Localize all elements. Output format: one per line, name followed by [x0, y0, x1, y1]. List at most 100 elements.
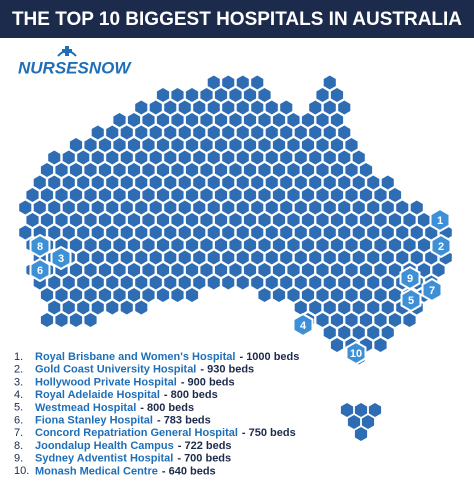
map-hex	[410, 225, 423, 240]
map-hex	[120, 175, 133, 190]
map-hex	[432, 263, 445, 277]
map-hex	[178, 200, 191, 215]
map-hex	[316, 138, 329, 152]
map-hex	[149, 150, 162, 165]
map-hex	[367, 250, 380, 265]
map-hex	[214, 163, 228, 177]
map-hex	[236, 150, 249, 165]
map-hex	[236, 125, 249, 140]
map-hex	[330, 338, 344, 352]
map-hex	[338, 275, 351, 290]
map-hex	[243, 188, 257, 202]
rank: 2.	[14, 364, 23, 376]
map-hex	[309, 275, 322, 290]
map-hex	[207, 200, 220, 215]
map-hex	[258, 113, 271, 127]
map-hex	[91, 150, 104, 165]
map-hex	[164, 100, 177, 115]
map-hex	[200, 213, 213, 227]
map-hex	[294, 250, 307, 265]
map-hex	[388, 213, 402, 227]
map-hex	[222, 75, 235, 90]
map-hex	[309, 100, 322, 115]
map-hex	[338, 100, 351, 115]
map-hex	[55, 188, 68, 202]
map-hex	[280, 125, 293, 140]
map-hex	[222, 275, 235, 290]
map-hex	[193, 250, 206, 265]
map-hex	[19, 225, 32, 240]
map-hex	[294, 275, 307, 290]
map-hex	[84, 263, 97, 277]
map-hex	[106, 300, 119, 315]
map-hex	[345, 313, 358, 327]
map-hex	[222, 150, 235, 165]
map	[19, 75, 452, 441]
marker-hex	[345, 340, 367, 366]
marker-label: 2	[438, 241, 444, 253]
map-hex	[207, 150, 220, 165]
map-hex	[316, 238, 329, 252]
map-hex	[338, 200, 351, 215]
marker-hex	[430, 233, 452, 259]
map-hex	[258, 288, 271, 302]
map-hex	[91, 225, 104, 240]
map-hex	[359, 313, 373, 327]
map-hex	[142, 213, 155, 227]
map-hex	[272, 163, 286, 177]
map-hex	[62, 175, 75, 190]
map-hex	[98, 163, 112, 177]
map-hex	[309, 225, 322, 240]
map-hex	[381, 300, 394, 315]
map-hex	[171, 88, 184, 102]
map-hex	[193, 225, 206, 240]
map-hex	[280, 225, 293, 240]
map-hex	[69, 238, 83, 252]
map-hex	[164, 225, 177, 240]
map-hex	[352, 300, 365, 315]
map-hex	[265, 150, 278, 165]
map-hex	[113, 288, 126, 302]
map-hex	[156, 88, 170, 102]
map-hex	[222, 175, 235, 190]
map-hex	[417, 213, 431, 227]
map-hex	[48, 300, 61, 315]
map-hex	[98, 213, 112, 227]
map-hex	[301, 213, 315, 227]
map-hex	[294, 125, 307, 140]
map-hex	[251, 100, 264, 115]
map-hex	[135, 225, 148, 240]
beds: - 722 beds	[178, 440, 232, 452]
marker-label: 8	[37, 241, 43, 253]
map-hex	[272, 138, 286, 152]
map-hex	[214, 113, 228, 127]
map-hex	[77, 225, 90, 240]
list-item: Sydney Adventist Hospital - 700 beds	[35, 453, 231, 465]
map-hex	[316, 313, 329, 327]
rank: 4.	[14, 389, 23, 401]
map-hex	[338, 175, 351, 190]
map-hex	[120, 150, 133, 165]
map-hex	[236, 225, 249, 240]
map-hex	[48, 175, 61, 190]
map-hex	[164, 150, 177, 165]
map-hex	[98, 238, 112, 252]
map-hex	[84, 288, 97, 302]
marker-hex	[292, 312, 314, 338]
map-hex	[417, 238, 431, 252]
map-hex	[287, 213, 300, 227]
map-hex	[69, 163, 83, 177]
map-hex	[272, 238, 286, 252]
map-hex	[265, 275, 278, 290]
map-hex	[251, 75, 264, 90]
map-hex	[200, 113, 213, 127]
map-hex	[77, 200, 90, 215]
map-hex	[106, 225, 119, 240]
map-hex	[323, 275, 336, 290]
map-hex	[84, 138, 97, 152]
map-hex	[142, 188, 155, 202]
map-hex	[265, 250, 278, 265]
beds: - 640 beds	[162, 465, 216, 477]
map-hex	[243, 113, 257, 127]
map-hex	[171, 263, 184, 277]
